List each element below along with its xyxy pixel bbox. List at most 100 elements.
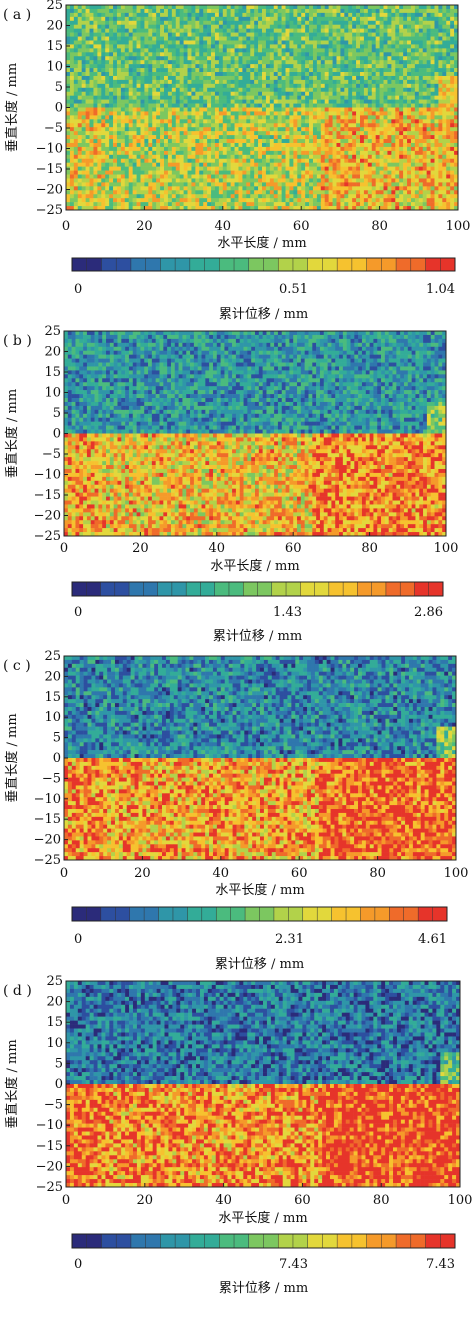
heatmap-cell xyxy=(105,162,110,167)
heatmap-cell xyxy=(97,60,102,65)
heatmap-cell xyxy=(238,36,243,41)
heatmap-cell xyxy=(434,56,439,61)
heatmap-cell xyxy=(242,162,247,167)
heatmap-cell xyxy=(293,170,298,175)
heatmap-cell xyxy=(391,119,396,124)
heatmap-cell xyxy=(116,99,122,104)
heatmap-cell xyxy=(269,75,275,81)
heatmap-cell xyxy=(367,103,373,108)
heatmap-cell xyxy=(273,12,278,18)
heatmap-cell xyxy=(132,87,137,93)
heatmap-cell xyxy=(187,150,192,156)
heatmap-cell xyxy=(85,24,90,29)
heatmap-cell xyxy=(250,40,255,45)
heatmap-cell xyxy=(195,36,200,41)
heatmap-cell xyxy=(324,186,329,191)
heatmap-cell xyxy=(69,115,75,120)
heatmap-cell xyxy=(250,83,255,89)
heatmap-cell xyxy=(383,60,388,65)
heatmap-cell xyxy=(218,166,224,171)
heatmap-cell xyxy=(348,24,353,29)
heatmap-cell xyxy=(140,186,145,191)
heatmap-cell xyxy=(438,16,443,22)
heatmap-cell xyxy=(195,139,200,144)
heatmap-cell xyxy=(289,146,294,152)
heatmap-cell xyxy=(273,48,278,53)
heatmap-cell xyxy=(77,40,82,45)
heatmap-cell xyxy=(93,131,98,136)
heatmap-cell xyxy=(101,20,106,26)
heatmap-cell xyxy=(218,95,224,100)
heatmap-cell xyxy=(199,127,204,132)
heatmap-cell xyxy=(171,87,177,93)
heatmap-cell xyxy=(211,52,216,57)
heatmap-cell xyxy=(250,48,255,53)
heatmap-cell xyxy=(254,174,259,179)
heatmap-cell xyxy=(164,162,169,167)
heatmap-cell xyxy=(124,48,130,53)
heatmap-cell xyxy=(332,95,337,100)
heatmap-cell xyxy=(324,190,329,195)
heatmap-cell xyxy=(363,5,369,10)
heatmap-cell xyxy=(258,158,263,163)
heatmap-cell xyxy=(371,8,376,14)
heatmap-cell xyxy=(285,135,290,140)
heatmap-cell xyxy=(109,111,114,116)
heatmap-cell xyxy=(438,99,443,104)
heatmap-cell xyxy=(360,40,365,45)
heatmap-cell xyxy=(430,131,435,136)
heatmap-cell xyxy=(230,8,235,14)
heatmap-cell xyxy=(81,142,86,148)
heatmap-cell xyxy=(81,166,86,171)
heatmap-cell xyxy=(454,103,459,108)
heatmap-cell xyxy=(116,131,122,136)
heatmap-cell xyxy=(93,111,98,116)
heatmap-cell xyxy=(312,115,318,120)
heatmap-cell xyxy=(320,32,326,37)
heatmap-cell xyxy=(246,139,251,144)
heatmap-cell xyxy=(269,162,275,167)
heatmap-cell xyxy=(120,170,126,175)
heatmap-cell xyxy=(69,150,75,156)
heatmap-cell xyxy=(352,20,357,26)
heatmap-cell xyxy=(403,166,408,171)
heatmap-cell xyxy=(81,135,86,140)
heatmap-cell xyxy=(89,123,94,128)
heatmap-cell xyxy=(407,154,412,160)
heatmap-cell xyxy=(128,12,133,18)
heatmap-cell xyxy=(301,194,306,199)
heatmap-cell xyxy=(262,79,267,85)
heatmap-cell xyxy=(179,32,184,37)
heatmap-cell xyxy=(81,72,86,77)
heatmap-cell xyxy=(156,190,161,195)
heatmap-cell xyxy=(238,12,243,18)
heatmap-cell xyxy=(289,198,294,203)
heatmap-cell xyxy=(93,12,98,18)
heatmap-cell xyxy=(242,95,247,100)
heatmap-cell xyxy=(69,127,75,132)
heatmap-cell xyxy=(124,91,130,96)
heatmap-cell xyxy=(265,198,271,203)
heatmap-cell xyxy=(97,154,102,160)
heatmap-cell xyxy=(179,194,184,199)
heatmap-cell xyxy=(328,24,333,29)
heatmap-cell xyxy=(199,198,204,203)
heatmap-cell xyxy=(262,166,267,171)
heatmap-cell xyxy=(391,127,396,132)
heatmap-cell xyxy=(316,107,322,112)
heatmap-cell xyxy=(254,87,259,93)
heatmap-cell xyxy=(403,190,408,195)
heatmap-cell xyxy=(438,154,443,160)
heatmap-cell xyxy=(144,139,149,144)
heatmap-cell xyxy=(363,99,369,104)
heatmap-cell xyxy=(414,52,420,57)
heatmap-cell xyxy=(442,158,447,163)
heatmap-cell xyxy=(101,87,106,93)
heatmap-cell xyxy=(360,64,365,69)
heatmap-cell xyxy=(293,68,298,73)
heatmap-cell xyxy=(89,28,94,33)
heatmap-cell xyxy=(332,182,337,187)
heatmap-cell xyxy=(128,170,133,175)
heatmap-cell xyxy=(191,16,196,22)
heatmap-cell xyxy=(265,72,271,77)
